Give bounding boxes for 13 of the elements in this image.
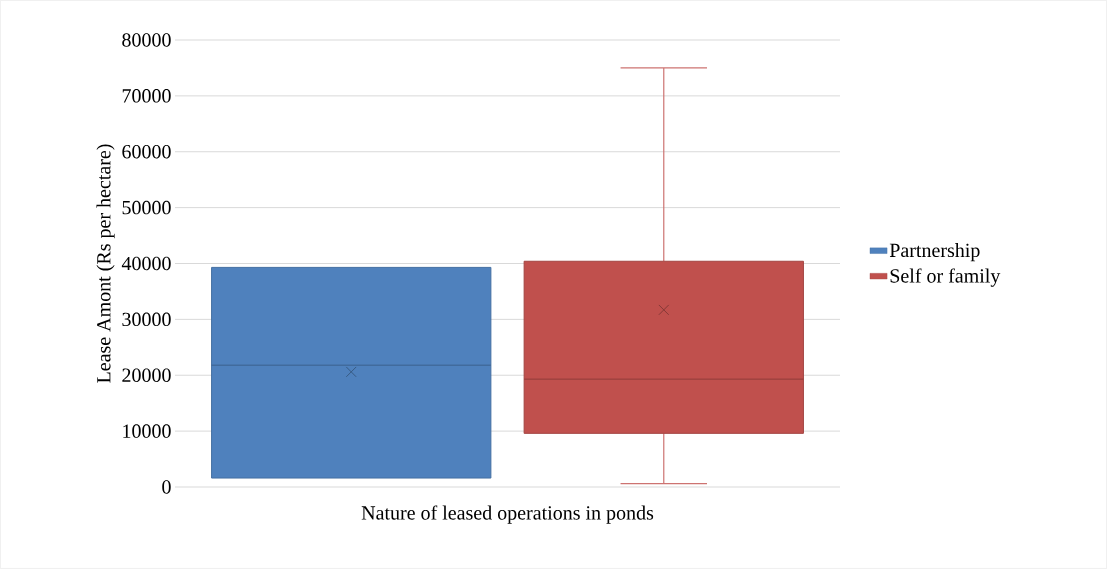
legend-label: Partnership — [889, 243, 980, 262]
y-tick-label: 10000 — [123, 424, 171, 438]
y-tick-label: 80000 — [122, 33, 171, 47]
y-tick-label: 40000 — [121, 256, 171, 271]
y-tick-label: 50000 — [122, 200, 171, 215]
y-tick-label: 70000 — [122, 89, 171, 103]
y-axis-title: Lease Amont (Rs per hectare) — [96, 144, 115, 383]
y-tick-label: 0 — [162, 480, 171, 494]
legend-label: Self or family — [890, 268, 1001, 287]
x-axis-title: Nature of leased operations in ponds — [361, 505, 654, 524]
y-tick-label: 20000 — [122, 368, 171, 382]
y-tick-label: 60000 — [122, 144, 171, 159]
y-tick-label: 30000 — [122, 312, 171, 327]
